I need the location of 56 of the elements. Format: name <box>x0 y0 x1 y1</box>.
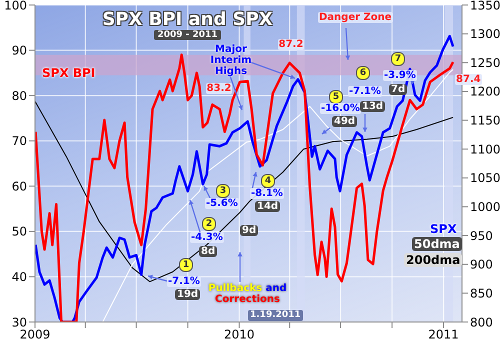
annotation: -3.9% <box>383 70 417 81</box>
annotation: -4.3% <box>190 232 224 243</box>
y2-tick-label: 1350 <box>470 0 500 12</box>
x-tick-label: 2010 <box>224 328 255 342</box>
annotation: 7d <box>389 84 408 95</box>
annotation: 49d <box>332 116 358 127</box>
text: 50dma <box>412 237 462 251</box>
y2-tick-label: 1100 <box>470 142 500 156</box>
annotation: -5.6% <box>205 198 239 209</box>
x-tick-label: 2011 <box>428 328 459 342</box>
y-tick-label: 50 <box>12 224 27 239</box>
y-tick-label: 100 <box>4 0 27 12</box>
annotation: Pullbacks and Corrections <box>208 283 287 305</box>
y-tick-label: 60 <box>12 179 27 194</box>
annotation: 3 <box>216 184 230 198</box>
text: SPX BPI <box>42 66 96 80</box>
annotation: 13d <box>360 101 386 112</box>
y2-tick-label: 800 <box>470 315 493 330</box>
annotation: 19d <box>175 289 200 300</box>
annotation: 14d <box>255 201 280 212</box>
y2-tick-label: 1150 <box>470 114 500 128</box>
y2-tick-label: 1200 <box>470 84 500 99</box>
annotation: 87.2 <box>278 38 304 50</box>
annotation: -8.1% <box>250 188 284 199</box>
annotation: 6 <box>356 66 370 80</box>
y-tick-label: 40 <box>12 270 27 284</box>
x-tick-label: 2009 <box>20 328 50 342</box>
annotation: Danger Zone <box>318 12 393 23</box>
annotation: Major Interim Highs <box>209 44 253 78</box>
annotation: 8d <box>199 246 218 257</box>
y2-tick-label: 850 <box>470 286 493 300</box>
annotation: 1 <box>179 258 193 272</box>
y2-tick-label: 1300 <box>470 27 500 42</box>
y2-tick-label: 900 <box>470 258 493 272</box>
y2-tick-label: 1050 <box>470 171 500 186</box>
y2-tick-label: 1000 <box>470 200 500 214</box>
annotation: 9d <box>240 225 258 236</box>
annotation: -16.0% <box>320 103 361 114</box>
annotation: 4 <box>261 174 275 188</box>
text: 2009 - 2011 <box>154 30 221 40</box>
annotation: 83.2 <box>206 83 232 94</box>
y2-tick-label: 950 <box>470 228 493 243</box>
y-tick-label: 80 <box>12 88 27 103</box>
annotation: 5 <box>329 90 343 104</box>
annotation: 1.19.2011 <box>248 310 303 321</box>
y-tick-label: 30 <box>12 315 27 330</box>
annotation: 87.4 <box>455 74 482 86</box>
text: SPX <box>430 222 457 236</box>
annotation: -7.1% <box>348 86 382 97</box>
annotation: -7.1% <box>167 276 201 287</box>
text: 200dma <box>404 253 462 267</box>
y2-tick-label: 1250 <box>470 56 500 70</box>
y-tick-label: 70 <box>12 134 27 148</box>
annotation: 2 <box>202 217 216 231</box>
y-tick-label: 90 <box>12 44 27 58</box>
annotation: 7 <box>391 52 405 66</box>
